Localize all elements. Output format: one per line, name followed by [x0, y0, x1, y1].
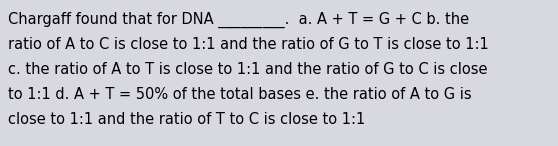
Text: close to 1:1 and the ratio of T to C is close to 1:1: close to 1:1 and the ratio of T to C is … — [8, 112, 365, 127]
Text: to 1:1 d. A + T = 50% of the total bases e. the ratio of A to G is: to 1:1 d. A + T = 50% of the total bases… — [8, 87, 472, 102]
Text: Chargaff found that for DNA _________.  a. A + T = G + C b. the: Chargaff found that for DNA _________. a… — [8, 12, 469, 28]
Text: c. the ratio of A to T is close to 1:1 and the ratio of G to C is close: c. the ratio of A to T is close to 1:1 a… — [8, 62, 488, 77]
Text: ratio of A to C is close to 1:1 and the ratio of G to T is close to 1:1: ratio of A to C is close to 1:1 and the … — [8, 37, 489, 52]
